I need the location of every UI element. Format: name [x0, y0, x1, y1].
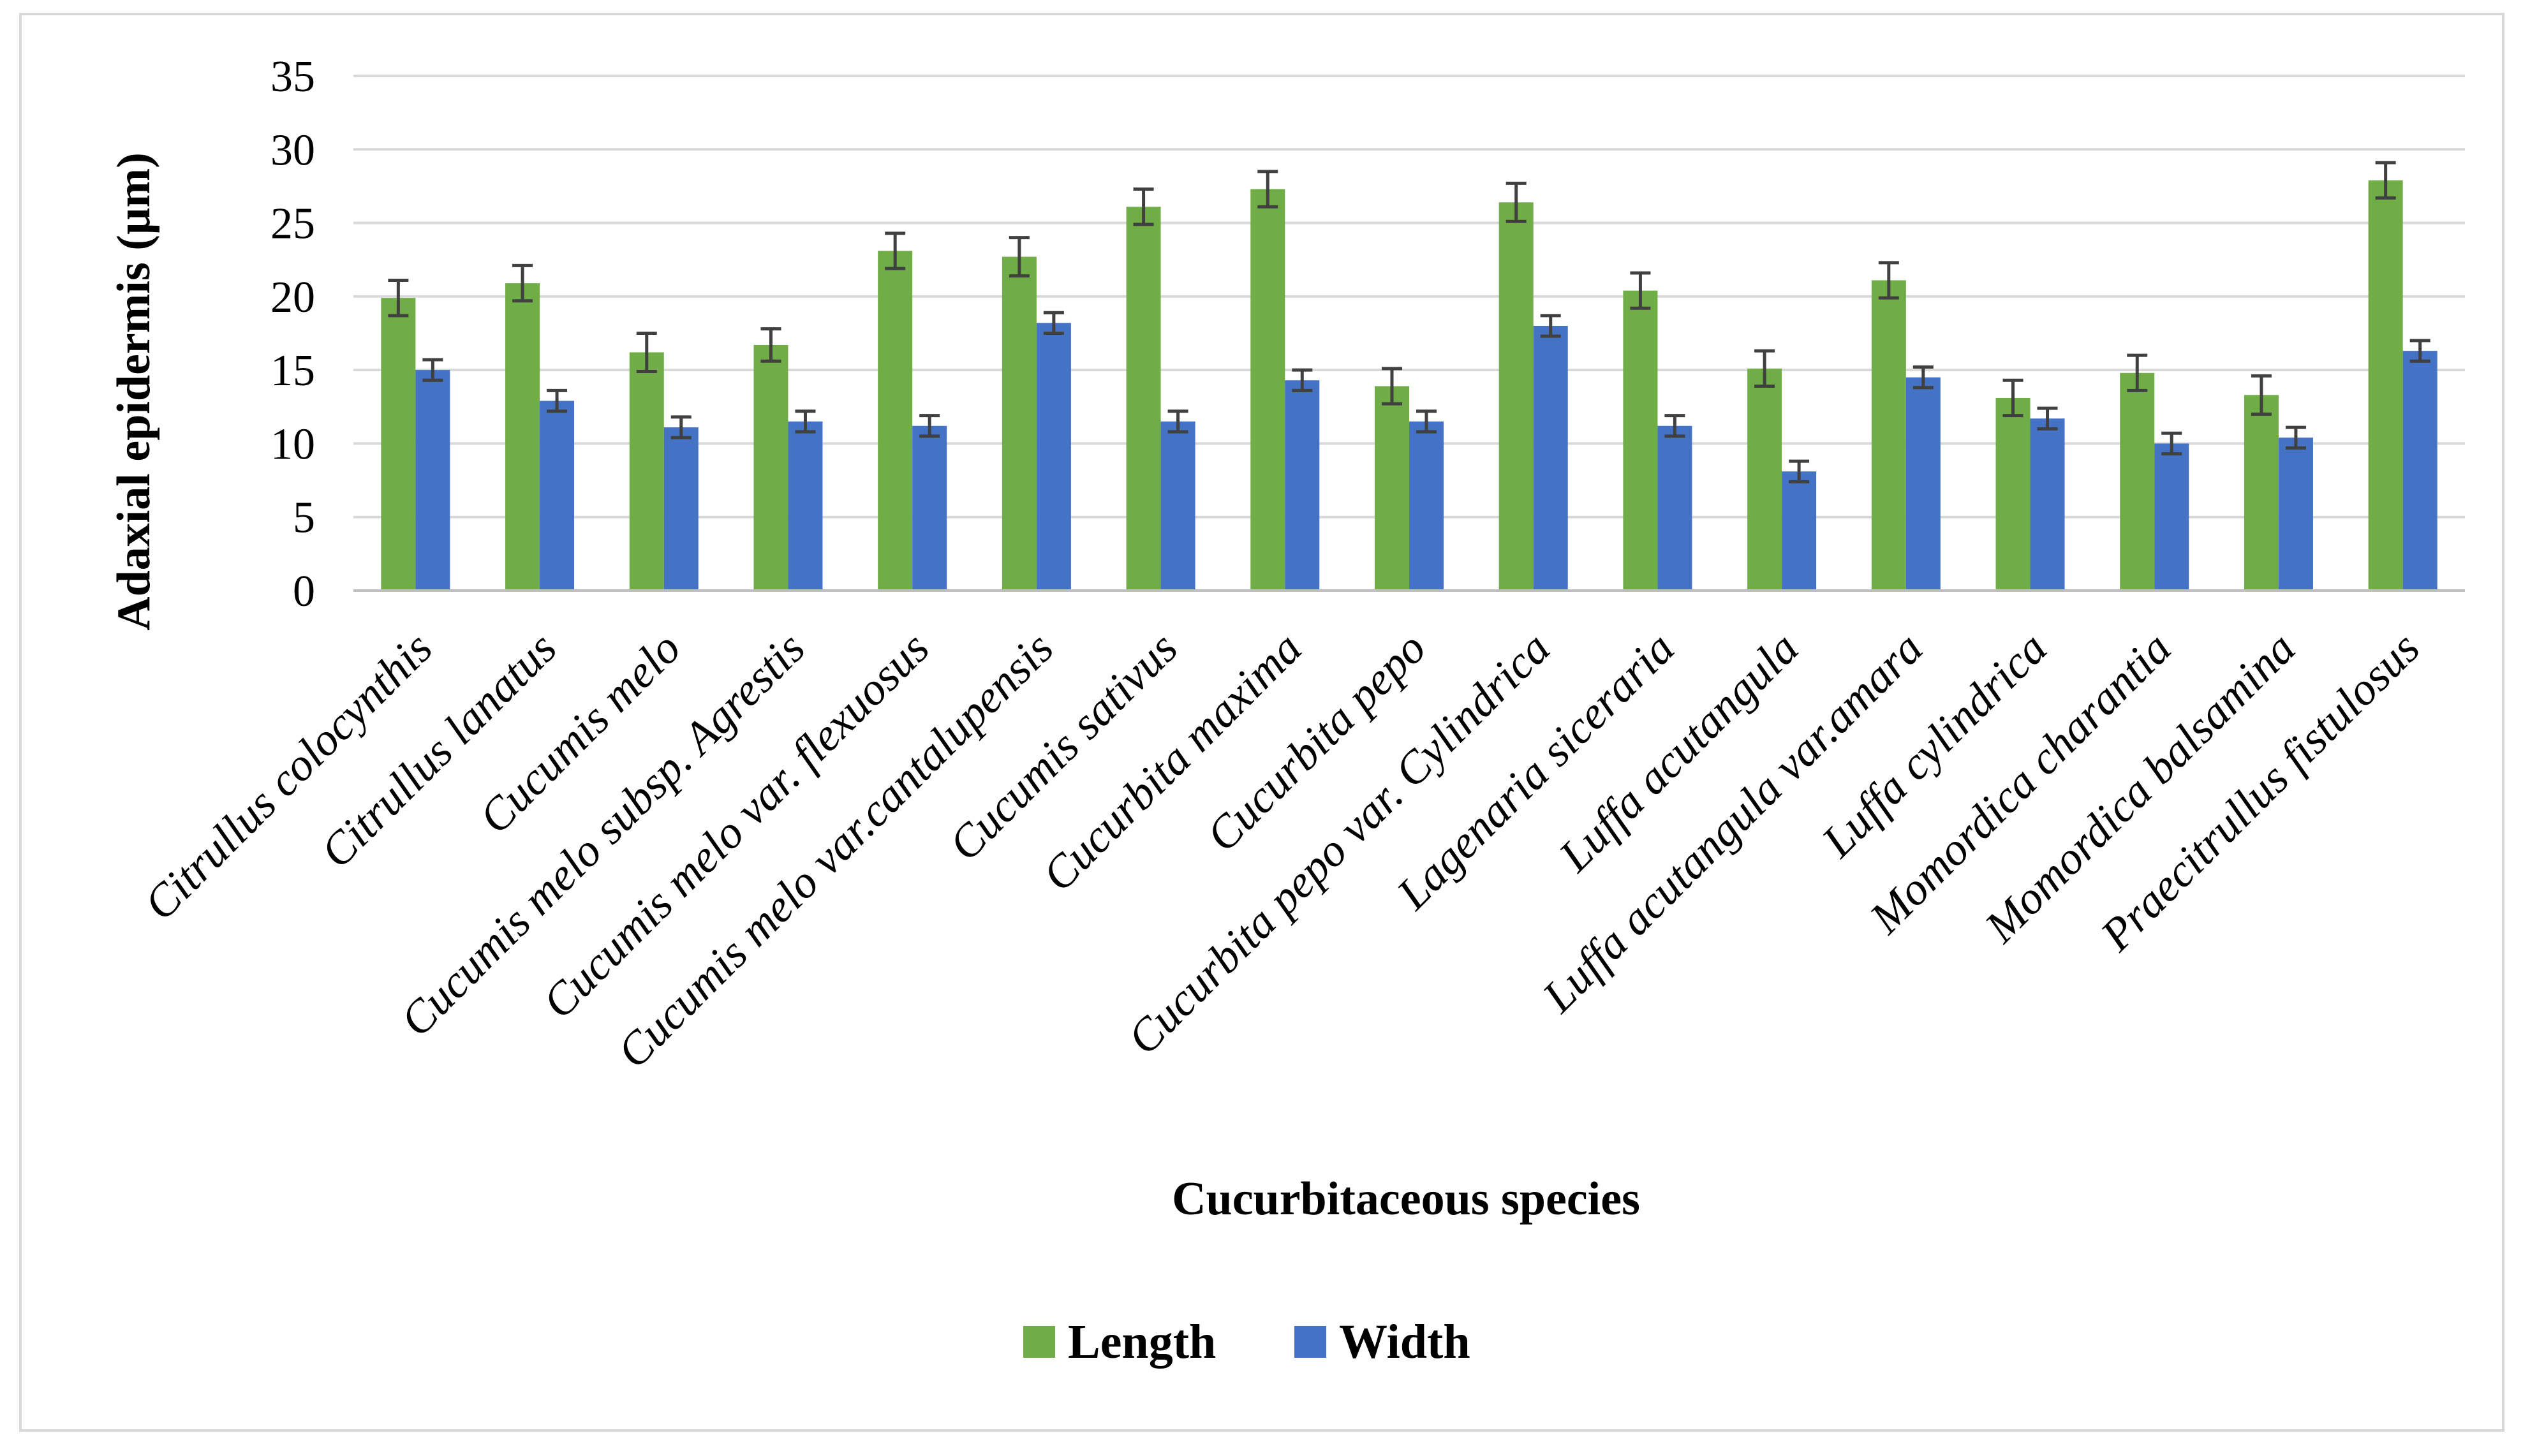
bar-width	[540, 401, 575, 591]
bar-length	[2120, 372, 2155, 591]
bar-chart: 0 5 10 15 20 25 30 35 Citrullus colocynthisCitr…	[108, 52, 2465, 1369]
legend: Length Width	[1023, 1315, 1470, 1369]
legend-label-width: Width	[1339, 1315, 1470, 1369]
error-bar-length	[388, 278, 409, 318]
x-axis-title: Cucurbitaceous species	[1172, 1173, 1640, 1225]
gridlines	[353, 75, 2465, 518]
bar-length	[1623, 290, 1658, 591]
error-bar-width	[2409, 339, 2430, 363]
bar-width	[2402, 351, 2438, 591]
bar-width	[2154, 443, 2189, 591]
bar-width	[2278, 438, 2313, 591]
bar-width	[663, 427, 699, 591]
error-bar-length	[1630, 271, 1651, 310]
error-bar-length	[512, 263, 533, 303]
x-tick-label: Cucumis sativus	[939, 622, 1187, 871]
bar-length	[381, 298, 416, 591]
error-bar-width	[2161, 431, 2182, 456]
y-tick-label: 30	[270, 126, 315, 175]
error-bar-length	[2002, 378, 2023, 418]
bar-length	[1498, 202, 1534, 591]
bar-width	[2030, 418, 2065, 591]
bar-length	[1375, 386, 1409, 591]
bar-length	[1995, 397, 2031, 591]
error-bar-length	[2251, 374, 2272, 416]
bar-length	[505, 283, 540, 591]
bar-width	[1782, 471, 1817, 591]
y-axis-title: Adaxial epidermis (µm)	[108, 152, 160, 631]
error-bar-width	[547, 388, 568, 413]
y-tick-label: 15	[270, 346, 315, 395]
bar-length	[2368, 180, 2403, 591]
error-bar-width	[1292, 368, 1313, 392]
bar-width	[1533, 325, 1568, 591]
y-tick-labels: 0 5 10 15 20 25 30 35	[270, 52, 315, 616]
bar-width	[912, 425, 947, 591]
error-bar-width	[1789, 459, 1810, 483]
error-bar-width	[1540, 314, 1561, 338]
bar-length	[1871, 280, 1906, 591]
error-bar-width	[422, 358, 443, 382]
bar-width	[1036, 323, 1071, 591]
bar-width	[1409, 421, 1444, 591]
chart-frame: 0 5 10 15 20 25 30 35 Citrullus colocynthis Citr…	[19, 13, 2504, 1432]
bar-width	[1160, 421, 1195, 591]
error-bar-width	[2037, 406, 2058, 430]
error-bar-length	[1505, 181, 1527, 223]
y-tick-label: 0	[293, 567, 315, 616]
x-tick-label: Cucurbita pepo	[1197, 622, 1436, 862]
error-bar-length	[1382, 367, 1402, 406]
bar-length	[2244, 395, 2279, 591]
error-bar-width	[1912, 365, 1934, 390]
error-bar-length	[2127, 353, 2148, 392]
bar-width	[415, 370, 450, 591]
error-bar-length	[1257, 170, 1278, 209]
error-bar-length	[2375, 161, 2396, 200]
bar-width	[788, 421, 823, 591]
x-tick-label: Luffa cylindrica	[1812, 622, 2057, 867]
error-bar-length	[1133, 188, 1154, 226]
bar-width	[1285, 380, 1320, 591]
error-bar-length	[1754, 349, 1775, 388]
y-tick-label: 20	[270, 273, 315, 322]
legend-swatch-length	[1023, 1326, 1055, 1358]
bar-length	[1002, 256, 1037, 591]
error-bar-length	[1878, 261, 1899, 300]
error-bar-length	[1009, 236, 1030, 278]
bar-width	[1905, 377, 1941, 591]
error-bar-width	[1664, 414, 1685, 438]
y-tick-label: 5	[293, 494, 315, 543]
error-bar-length	[760, 327, 781, 363]
bar-length	[629, 352, 664, 591]
legend-label-length: Length	[1068, 1315, 1216, 1369]
bar-length	[1747, 368, 1782, 591]
error-bar-length	[636, 332, 657, 373]
bar-length	[878, 251, 913, 591]
error-bar-width	[795, 409, 816, 434]
error-bar-width	[1167, 409, 1188, 434]
legend-swatch-width	[1294, 1326, 1326, 1358]
error-bars	[388, 161, 2430, 483]
bar-length	[1126, 207, 1161, 591]
bars	[381, 180, 2438, 591]
error-bar-width	[919, 414, 940, 438]
error-bar-width	[1416, 409, 1437, 434]
bar-length	[753, 344, 788, 591]
error-bar-width	[2285, 425, 2306, 450]
error-bar-width	[1043, 311, 1064, 335]
y-tick-label: 35	[270, 52, 315, 101]
bar-length	[1250, 189, 1285, 591]
bar-width	[1657, 425, 1692, 591]
error-bar-width	[670, 415, 692, 439]
error-bar-length	[885, 232, 906, 270]
y-tick-label: 25	[270, 200, 315, 249]
y-tick-label: 10	[270, 420, 315, 469]
